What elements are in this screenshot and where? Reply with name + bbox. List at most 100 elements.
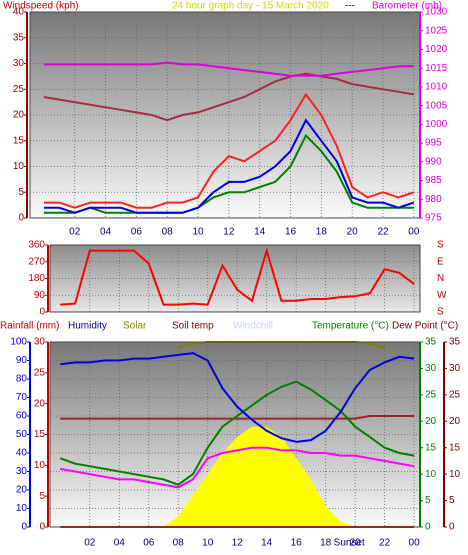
x-tick-label: 16 [285,227,297,238]
y-tick-label: 5 [449,495,455,506]
axis-title: Dew Point (°C) [392,321,458,332]
y-tick-label: 15 [449,442,461,453]
x-tick-label: 22 [379,538,391,549]
chart-subtitle: --- [345,1,355,12]
y-tick-label: 30 [425,363,437,374]
x-tick-label: 10 [192,227,204,238]
y-tick-label: 1020 [425,44,448,55]
x-tick-label: 08 [162,227,174,238]
axis-title: Rainfall (mm) [0,321,59,332]
line [43,118,415,214]
y-tick-label: 980 [425,194,442,205]
y-tick-label: 0 [39,307,45,318]
y-tick-label: 1010 [425,82,448,93]
y-tick-label: 1025 [425,25,448,36]
y-tick-label: 20 [425,416,437,427]
y-tick-label: 25 [425,389,437,400]
x-tick-label: 00 [408,227,420,238]
y-tick-label: 0 [425,522,431,533]
area [60,426,415,527]
x-tick-label: 14 [261,538,273,549]
y-tick-label: 20 [13,110,25,121]
y-tick-label: 15 [425,442,437,453]
y-tick-label: 5 [425,495,431,506]
y-tick-label: 10 [34,460,46,471]
axis-title: Humidity [68,321,107,332]
chart-title: 24 hour graph day - 15 March 2020 [172,1,329,12]
x-tick-label: 10 [202,538,214,549]
y-tick-label: 990 [425,156,442,167]
y-tick-label: 20 [449,416,461,427]
plot-border [49,244,421,313]
x-tick-label: 14 [254,227,266,238]
y-tick-label: 30 [34,337,46,348]
y-tick-label: 35 [449,337,461,348]
y-tick-label: 995 [425,138,442,149]
axis-title: Windspeed (kph) [3,1,79,12]
axis-title: Solar [123,321,147,332]
y-tick-label: 0 [449,522,455,533]
y-tick-label: 985 [425,175,442,186]
y-tick-label: 25 [449,389,461,400]
x-tick-label: 20 [347,227,359,238]
y-tick-label: S [437,307,444,318]
y-tick-label: 35 [425,337,437,348]
y-tick-label: 1030 [425,7,448,18]
y-tick-label: W [437,290,447,301]
y-tick-label: 20 [34,398,46,409]
line [60,352,415,443]
line [43,92,415,209]
y-tick-label: 0 [39,522,45,533]
axis-title: Windchill [233,321,273,332]
y-tick-label: 90 [34,290,46,301]
line [43,133,414,214]
y-tick-label: 15 [13,135,25,146]
line [43,61,414,77]
x-tick-label: 06 [143,538,155,549]
y-tick-label: 30 [16,466,28,477]
y-tick-label: E [437,256,444,267]
y-tick-label: 180 [28,273,45,284]
y-tick-label: 15 [34,429,46,440]
y-tick-label: 0 [18,213,24,224]
y-tick-label: 5 [39,491,45,502]
y-tick-label: 40 [13,7,25,18]
y-tick-label: 1015 [425,63,448,74]
line [43,72,414,122]
x-tick-label: 02 [84,538,96,549]
y-tick-label: 360 [28,240,45,251]
y-tick-label: N [437,273,444,284]
x-tick-label: 22 [377,227,389,238]
y-tick-label: 70 [16,392,28,403]
x-tick-label: 00 [409,538,421,549]
y-tick-label: 270 [28,256,45,267]
y-tick-label: 40 [16,448,28,459]
line [60,446,415,489]
y-tick-label: 30 [13,58,25,69]
x-tick-label: 16 [291,538,303,549]
y-tick-label: 60 [16,411,28,422]
y-tick-label: 25 [34,367,46,378]
y-tick-label: 10 [13,161,25,172]
y-tick-label: S [437,240,444,251]
y-tick-label: 10 [16,503,28,514]
x-tick-label: 18 [316,227,328,238]
y-tick-label: 80 [16,374,28,385]
x-tick-label: 12 [223,227,235,238]
y-tick-label: 100 [10,337,27,348]
y-tick-label: 10 [449,469,461,480]
axis-title: Temperature (°C) [312,321,389,332]
x-tick-label: 04 [100,227,112,238]
plot-background [50,245,420,312]
x-tick-label: 02 [69,227,81,238]
y-tick-label: 0 [21,522,27,533]
y-tick-label: 975 [425,213,442,224]
x-tick-label: 04 [114,538,126,549]
y-tick-label: 50 [16,429,28,440]
y-tick-label: 1000 [425,119,448,130]
y-tick-label: 10 [425,469,437,480]
y-tick-label: 90 [16,355,28,366]
x-tick-label: 08 [173,538,185,549]
y-tick-label: 35 [13,32,25,43]
